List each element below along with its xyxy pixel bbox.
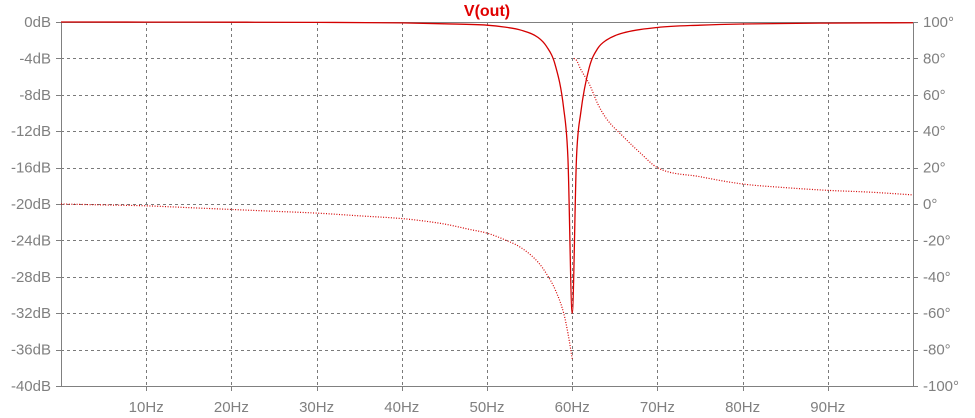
y2-tick-label: -100° xyxy=(923,378,959,395)
y2-tick-label: 20° xyxy=(923,160,946,177)
trace-title[interactable]: V(out) xyxy=(464,3,510,20)
y-tick-label: -8dB xyxy=(19,87,51,104)
y2-tick-label: -60° xyxy=(923,305,951,322)
x-tick-label: 80Hz xyxy=(725,399,760,416)
y-tick-label: 0dB xyxy=(24,14,51,31)
y2-tick-label: 80° xyxy=(923,50,946,67)
y-tick-label: -4dB xyxy=(19,50,51,67)
x-tick-label: 30Hz xyxy=(299,399,334,416)
x-tick-label: 40Hz xyxy=(384,399,419,416)
y-tick-label: -24dB xyxy=(11,232,51,249)
y-tick-label: -20dB xyxy=(11,196,51,213)
y-tick-label: -28dB xyxy=(11,269,51,286)
y2-tick-label: 0° xyxy=(923,196,937,213)
y-tick-label: -40dB xyxy=(11,378,51,395)
phase-series-line xyxy=(60,57,914,359)
y2-tick-label: 60° xyxy=(923,87,946,104)
x-tick-label: 70Hz xyxy=(640,399,675,416)
x-tick-label: 20Hz xyxy=(214,399,249,416)
tick-labels: 10Hz 20Hz 30Hz 40Hz 50Hz 60Hz 70Hz 80Hz 90Hz 0dB -… xyxy=(11,14,959,416)
y2-tick-label: 40° xyxy=(923,123,946,140)
grid xyxy=(61,22,913,386)
x-tick-label: 10Hz xyxy=(129,399,164,416)
x-tick-label: 90Hz xyxy=(810,399,845,416)
y-tick-label: -16dB xyxy=(11,160,51,177)
y2-tick-label: 100° xyxy=(923,14,954,31)
magnitude-series-line xyxy=(60,21,914,314)
y2-tick-label: -40° xyxy=(923,269,951,286)
x-tick-label: 60Hz xyxy=(555,399,590,416)
series-group xyxy=(60,21,914,359)
y2-tick-label: -20° xyxy=(923,232,951,249)
y2-tick-label: -80° xyxy=(923,342,951,359)
y-tick-label: -12dB xyxy=(11,123,51,140)
y-tick-label: -32dB xyxy=(11,305,51,322)
y-tick-label: -36dB xyxy=(11,342,51,359)
x-tick-label: 50Hz xyxy=(469,399,504,416)
